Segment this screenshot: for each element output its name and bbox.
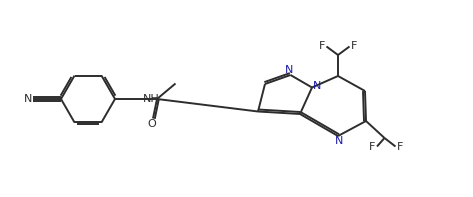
Text: F: F <box>369 142 376 152</box>
Text: F: F <box>319 41 325 51</box>
Text: NH: NH <box>142 94 159 103</box>
Text: N: N <box>285 64 294 74</box>
Text: O: O <box>148 119 157 129</box>
Text: N: N <box>24 94 33 104</box>
Text: F: F <box>351 41 357 51</box>
Text: N: N <box>335 137 343 147</box>
Text: N: N <box>313 81 322 91</box>
Text: F: F <box>397 142 403 152</box>
